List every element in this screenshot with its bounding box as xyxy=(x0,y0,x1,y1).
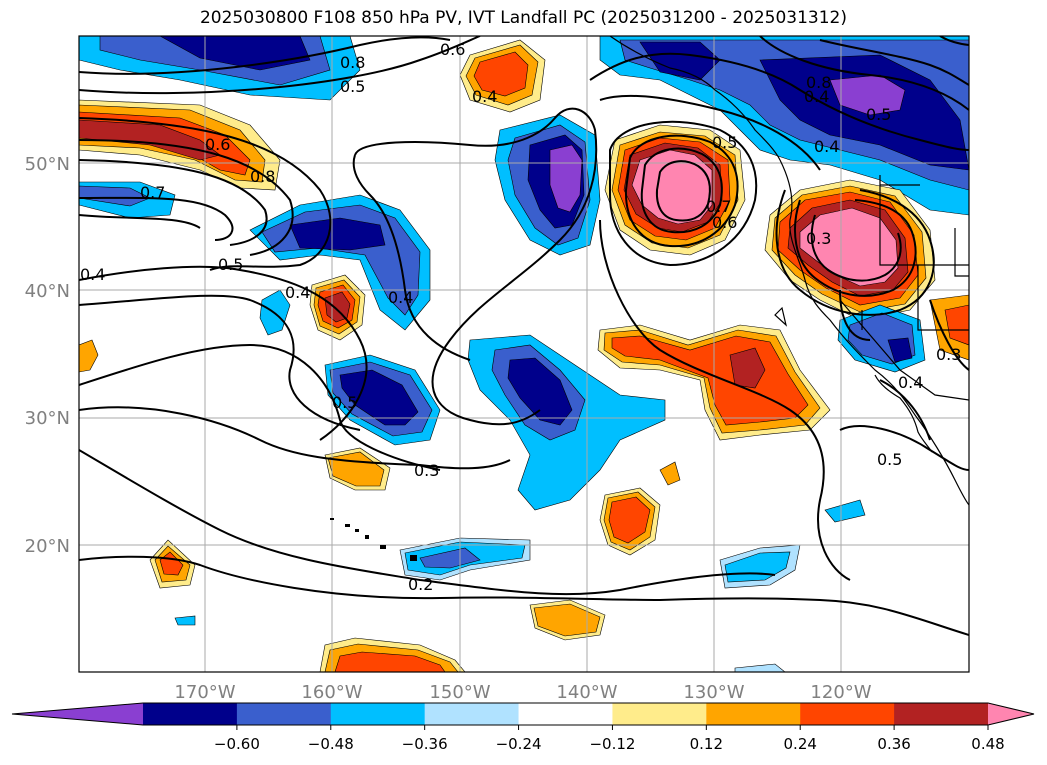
contour-label: 0.7 xyxy=(140,183,165,202)
contour-label: 0.5 xyxy=(218,255,243,274)
colorbar-tick-label: −0.12 xyxy=(589,735,635,753)
lon-label-160w: 160°W xyxy=(301,682,362,703)
lon-label-150w: 150°W xyxy=(429,682,490,703)
contour-label: 0.8 xyxy=(250,167,275,186)
lat-label-50n: 50°N xyxy=(25,154,70,175)
colorbar-segment xyxy=(518,703,613,725)
lon-label-170w: 170°W xyxy=(174,682,235,703)
colorbar-segment xyxy=(143,703,238,725)
contour-label: 0.3 xyxy=(936,345,961,364)
colorbar-segment xyxy=(800,703,895,725)
contour-label: 0.4 xyxy=(804,87,829,106)
colorbar-segment xyxy=(330,703,426,725)
contour-label: 0.4 xyxy=(898,373,923,392)
colorbar-segment xyxy=(706,703,801,725)
colorbar-tick-label: −0.60 xyxy=(214,735,260,753)
contour-label: 0.8 xyxy=(340,53,365,72)
colorbar: −0.60 −0.48 −0.36 −0.24 −0.12 0.12 0.24 0.36 0.4… xyxy=(11,702,1035,753)
lat-label-40n: 40°N xyxy=(25,281,70,302)
contour-label: 0.3 xyxy=(414,461,439,480)
colorbar-tick-label: 0.12 xyxy=(690,735,723,753)
colorbar-tick-label: 0.48 xyxy=(971,735,1004,753)
contour-label: 0.4 xyxy=(472,87,497,106)
coastlines xyxy=(609,36,969,506)
colorbar-tick-label: 0.24 xyxy=(784,735,817,753)
contour-label: 0.5 xyxy=(332,393,357,412)
graticule xyxy=(79,36,969,672)
colorbar-tick-label: −0.24 xyxy=(496,735,542,753)
contour-label: 0.4 xyxy=(814,137,839,156)
contour-label: 0.4 xyxy=(285,283,310,302)
contour-label: 0.6 xyxy=(440,40,465,59)
contour-label: 0.7 xyxy=(706,197,731,216)
contour-label: 0.3 xyxy=(806,229,831,248)
lat-axis-labels: 50°N 40°N 30°N 20°N xyxy=(25,154,70,557)
lon-label-120w: 120°W xyxy=(810,682,871,703)
contour-label: 0.5 xyxy=(712,133,737,152)
map-plot-area: 0.4 0.5 0.6 0.8 0.7 0.6 0.8 0.5 0.4 0.4 … xyxy=(79,36,969,672)
map-frame xyxy=(78,35,970,673)
lon-label-140w: 140°W xyxy=(556,682,617,703)
contour-label: 0.5 xyxy=(877,450,902,469)
lon-axis-labels: 170°W 160°W 150°W 140°W 130°W 120°W xyxy=(174,682,871,703)
contour-label: 0.6 xyxy=(205,135,230,154)
lat-label-30n: 30°N xyxy=(25,408,70,429)
contour-label: 0.2 xyxy=(408,575,433,594)
colorbar-tick-label: 0.36 xyxy=(877,735,910,753)
contour-label: 0.5 xyxy=(866,105,891,124)
colorbar-tick-label: −0.36 xyxy=(402,735,448,753)
colorbar-segment xyxy=(894,703,989,725)
contour-labels: 0.4 0.5 0.6 0.8 0.7 0.6 0.8 0.5 0.4 0.4 … xyxy=(80,40,961,594)
ivt-contours xyxy=(79,36,969,636)
lon-label-130w: 130°W xyxy=(683,682,744,703)
contour-label: 0.4 xyxy=(80,265,105,284)
colorbar-tick-label: −0.48 xyxy=(308,735,354,753)
contour-label: 0.6 xyxy=(712,213,737,232)
hawaii-islands xyxy=(330,518,417,561)
contour-label: 0.5 xyxy=(340,77,365,96)
colorbar-outline xyxy=(11,702,1035,726)
colorbar-min-extension xyxy=(12,703,143,725)
map-title: 2025030800 F108 850 hPa PV, IVT Landfall… xyxy=(199,8,847,28)
colorbar-segment xyxy=(612,703,707,725)
colorbar-segment xyxy=(424,703,520,725)
colorbar-max-extension xyxy=(988,703,1034,725)
colorbar-segment xyxy=(236,703,332,725)
contour-label: 0.8 xyxy=(806,73,831,92)
contour-label: 0.4 xyxy=(388,288,413,307)
lat-label-20n: 20°N xyxy=(25,536,70,557)
